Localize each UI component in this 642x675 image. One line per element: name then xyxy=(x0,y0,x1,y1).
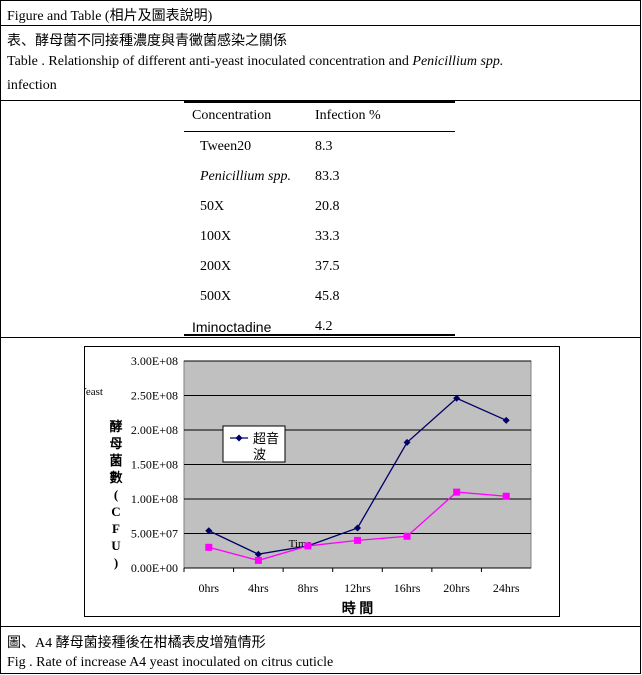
table-caption-suffix: infection xyxy=(7,78,57,93)
table-row: Concentration Infection % Tween20 8.3 Penic… xyxy=(1,101,640,338)
chart-row: 0.00E+00 5.00E+07 1.00E+08 1.50E+08 2.00E+08… xyxy=(1,338,640,627)
infection-cell: 37.5 xyxy=(315,259,340,274)
table-caption-en: Table . Relationship of different anti-y… xyxy=(7,54,413,69)
data-point xyxy=(205,543,213,551)
x-tick-label: 12hrs xyxy=(344,581,371,595)
x-tick-label: 0hrs xyxy=(198,581,219,595)
legend-label: 超音波 xyxy=(253,431,279,462)
table-data-row: Penicillium spp. 83.3 xyxy=(184,162,455,192)
legend: 超音波 xyxy=(222,425,286,463)
y-tick-label: 2.50E+08 xyxy=(131,389,178,403)
data-point xyxy=(403,438,411,446)
y-tick-label: 5.00E+07 xyxy=(131,527,178,541)
y-axis-label: 酵母菌數(C F U) xyxy=(109,419,122,570)
infection-cell: 4.2 xyxy=(315,319,333,334)
figure-caption-en: Fig . Rate of increase A4 yeast inoculat… xyxy=(7,655,334,670)
concentration-cell: Penicillium spp. xyxy=(200,169,291,184)
y-tick-label: 2.00E+08 xyxy=(131,423,178,437)
infection-cell: 45.8 xyxy=(315,289,340,304)
line-chart: 0.00E+00 5.00E+07 1.00E+08 1.50E+08 2.00E+08… xyxy=(79,354,532,617)
concentration-cell: 200X xyxy=(200,259,232,274)
data-point xyxy=(205,527,213,535)
data-point xyxy=(254,550,262,558)
col-header: Infection % xyxy=(315,108,381,123)
infection-cell: 20.8 xyxy=(315,199,340,214)
y-tick-label: 3.00E+08 xyxy=(131,354,178,368)
data-point xyxy=(453,488,461,496)
data-point xyxy=(354,536,361,544)
concentration-cell: Tween20 xyxy=(200,139,252,154)
table-data-row: Iminoctadine 4.2 xyxy=(184,312,455,342)
infection-table: Concentration Infection % Tween20 8.3 Penic… xyxy=(184,101,455,342)
infection-cell: 83.3 xyxy=(315,169,340,184)
y-tick-label: 0.00E+00 xyxy=(131,561,178,575)
table-data-row: 50X 20.8 xyxy=(184,192,455,222)
table-data-row: 200X 37.5 xyxy=(184,252,455,282)
infection-cell: 8.3 xyxy=(315,139,333,154)
col-header: Concentration xyxy=(192,108,272,123)
data-point xyxy=(502,492,510,500)
data-point xyxy=(304,542,312,550)
table-data-row: 500X 45.8 xyxy=(184,282,455,312)
table-caption-zh: 表、酵母菌不同接種濃度與青黴菌感染之關係 xyxy=(7,34,287,49)
data-point xyxy=(502,416,510,424)
table-caption-italic: Penicillium spp. xyxy=(412,54,504,69)
x-tick-label: 24hrs xyxy=(493,581,520,595)
x-tick-label: 8hrs xyxy=(298,581,319,595)
concentration-cell: Iminoctadine xyxy=(192,319,272,335)
table-data-row: 100X 33.3 xyxy=(184,222,455,252)
data-point xyxy=(403,532,411,540)
concentration-cell: 500X xyxy=(200,289,232,304)
x-tick-label: 20hrs xyxy=(443,581,470,595)
data-point xyxy=(354,524,361,532)
y-tick-label: 1.00E+08 xyxy=(131,492,178,506)
data-point xyxy=(254,556,262,564)
concentration-cell: 50X xyxy=(200,199,225,214)
table-caption-row: 表、酵母菌不同接種濃度與青黴菌感染之關係 Table . Relationshi… xyxy=(1,26,640,101)
figure-caption-zh: 圖、A4 酵母菌接種後在柑橘表皮增殖情形 xyxy=(7,636,266,651)
infection-cell: 33.3 xyxy=(315,229,340,244)
header-row: Figure and Table (相片及圖表說明) xyxy=(1,1,640,26)
y-tick-label: 1.50E+08 xyxy=(131,458,178,472)
table-data-row: Tween20 8.3 xyxy=(184,132,455,163)
figure-caption-row: 圖、A4 酵母菌接種後在柑橘表皮增殖情形 Fig . Rate of incre… xyxy=(1,627,640,675)
x-tick-label: 4hrs xyxy=(248,581,269,595)
x-tick-label: 16hrs xyxy=(394,581,421,595)
concentration-cell: 100X xyxy=(200,229,232,244)
x-axis-label: 時 間 xyxy=(342,600,374,616)
chart: 0.00E+00 5.00E+07 1.00E+08 1.50E+08 2.00E+08… xyxy=(79,346,560,617)
y-axis-label-en: Yeast xyxy=(85,386,103,398)
header: Figure and Table (相片及圖表說明) xyxy=(7,9,213,24)
data-point xyxy=(453,394,461,402)
